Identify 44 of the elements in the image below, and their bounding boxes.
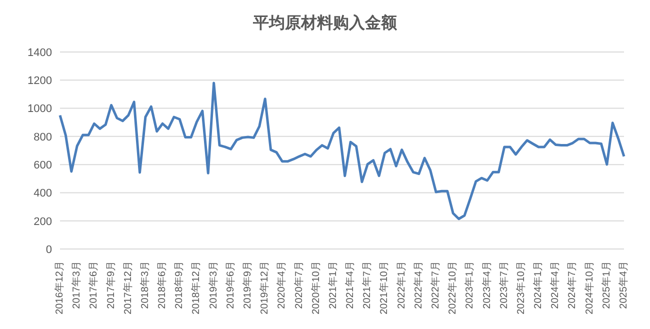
x-tick-label: 2023年4月 bbox=[480, 261, 493, 309]
x-tick-label: 2019年6月 bbox=[224, 261, 236, 309]
y-tick-label: 600 bbox=[34, 159, 52, 172]
x-tick-label: 2025年1月 bbox=[600, 261, 612, 309]
x-tick-label: 2019年12月 bbox=[258, 261, 271, 314]
x-tick-label: 2017年9月 bbox=[104, 261, 117, 309]
x-tick-label: 2022年10月 bbox=[446, 261, 459, 314]
x-tick-label: 2023年7月 bbox=[498, 261, 510, 309]
y-tick-label: 400 bbox=[34, 188, 52, 200]
x-tick-label: 2022年1月 bbox=[395, 261, 408, 309]
x-tick-label: 2017年3月 bbox=[70, 261, 83, 309]
y-tick-label: 800 bbox=[34, 131, 52, 144]
x-tick-label: 2024年4月 bbox=[549, 261, 562, 309]
x-tick-label: 2024年10月 bbox=[583, 261, 596, 314]
x-tick-label: 2019年9月 bbox=[242, 261, 254, 309]
x-tick-label: 2017年6月 bbox=[88, 261, 100, 309]
x-tick-label: 2017年12月 bbox=[122, 261, 134, 314]
y-tick-label: 200 bbox=[34, 216, 52, 228]
x-tick-label: 2021年4月 bbox=[344, 261, 356, 309]
x-tick-label: 2016年12月 bbox=[54, 261, 66, 314]
x-tick-label: 2023年1月 bbox=[464, 261, 476, 309]
y-tick-label: 1000 bbox=[28, 103, 52, 116]
x-tick-label: 2025年4月 bbox=[618, 261, 630, 309]
x-tick-label: 2019年3月 bbox=[207, 261, 220, 309]
x-tick-label: 2021年1月 bbox=[326, 261, 339, 309]
x-tick-label: 2020年10月 bbox=[310, 261, 322, 314]
x-tick-label: 2023年10月 bbox=[514, 261, 527, 314]
x-tick-label: 2020年7月 bbox=[292, 261, 305, 309]
y-tick-label: 1200 bbox=[28, 75, 52, 88]
x-tick-label: 2022年7月 bbox=[430, 261, 442, 309]
x-tick-label: 2020年4月 bbox=[276, 261, 288, 309]
y-tick-label: 0 bbox=[46, 244, 52, 256]
x-tick-label: 2018年9月 bbox=[173, 261, 186, 309]
x-tick-label: 2018年3月 bbox=[138, 261, 151, 309]
x-tick-label: 2022年4月 bbox=[412, 261, 424, 309]
x-tick-label: 2024年7月 bbox=[566, 261, 578, 309]
x-tick-label: 2018年6月 bbox=[156, 261, 168, 309]
chart-title: 平均原材料购入金额 bbox=[252, 12, 398, 34]
y-tick-label: 1400 bbox=[28, 46, 52, 59]
line-series bbox=[58, 82, 626, 220]
x-tick-label: 2024年1月 bbox=[532, 261, 544, 309]
x-tick-label: 2018年12月 bbox=[190, 261, 202, 314]
x-tick-label: 2021年10月 bbox=[378, 261, 390, 314]
x-tick-label: 2021年7月 bbox=[361, 261, 374, 309]
